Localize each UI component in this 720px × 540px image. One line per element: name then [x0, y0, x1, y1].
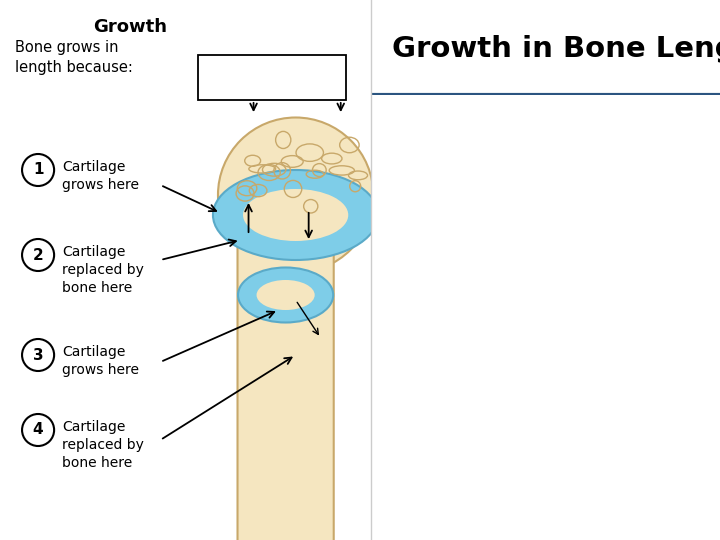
FancyBboxPatch shape [238, 212, 333, 540]
Text: 1: 1 [33, 163, 43, 178]
Text: Cartilage
replaced by
bone here: Cartilage replaced by bone here [62, 245, 144, 295]
Text: Growth in Bone Length: Growth in Bone Length [392, 35, 720, 63]
Text: Cartilage
replaced by
bone here: Cartilage replaced by bone here [62, 420, 144, 470]
Text: 2: 2 [32, 247, 43, 262]
Ellipse shape [213, 170, 378, 260]
Text: Growth: Growth [94, 18, 167, 36]
Ellipse shape [218, 118, 373, 273]
Ellipse shape [243, 189, 348, 241]
Text: 4: 4 [33, 422, 43, 437]
Bar [199, 55, 346, 100]
Text: 3: 3 [33, 348, 43, 362]
Text: Cartilage
grows here: Cartilage grows here [62, 345, 139, 377]
Text: Bone grows in
length because:: Bone grows in length because: [15, 40, 133, 75]
Text: •  Epiphyseal cartilage
   (close to the epiphysis)
   of the epiphyseal plate
 : • Epiphyseal cartilage (close to the epi… [395, 112, 649, 399]
Bar [179, 0, 371, 540]
Ellipse shape [238, 267, 333, 322]
Ellipse shape [256, 280, 315, 310]
Text: Cartilage
grows here: Cartilage grows here [62, 160, 139, 192]
